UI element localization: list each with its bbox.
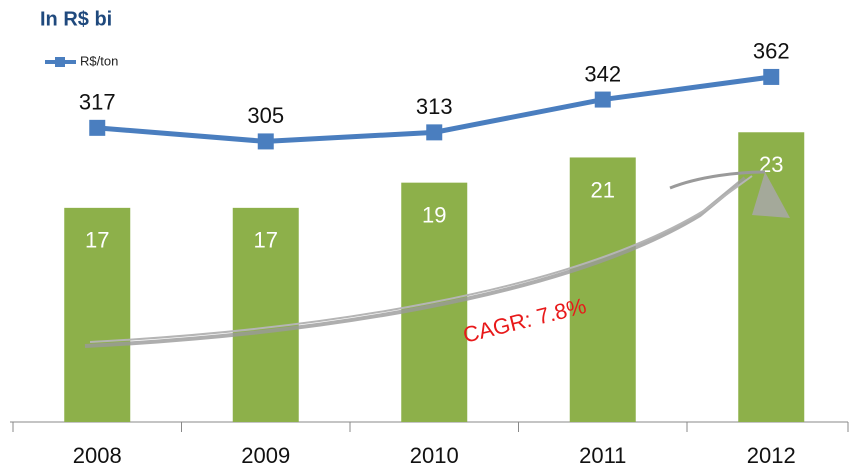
x-tick-label: 2008 <box>73 443 122 468</box>
line-marker <box>257 133 274 150</box>
bar <box>738 132 805 422</box>
bar <box>64 207 131 422</box>
line-label: 305 <box>247 103 284 128</box>
x-tick-label: 2011 <box>579 443 626 468</box>
annotation: CAGR: 7.8% <box>460 293 588 348</box>
arrow-stroke <box>669 170 766 190</box>
arrow-stroke <box>84 176 747 348</box>
line-marker <box>594 91 611 108</box>
line-label: 342 <box>584 61 621 86</box>
legend: R$/ton <box>45 53 118 68</box>
arrow-stroke <box>89 175 753 343</box>
line-marker <box>89 119 106 136</box>
legend-marker <box>55 57 65 67</box>
x-tick-label: 2009 <box>241 443 290 468</box>
legend-label: R$/ton <box>80 53 118 68</box>
bar <box>232 207 299 422</box>
bar-label: 17 <box>254 228 278 253</box>
line-marker <box>763 68 780 85</box>
line-marker <box>426 124 443 141</box>
bar-label: 17 <box>85 228 109 253</box>
arrow-head <box>752 172 790 218</box>
x-tick-label: 2012 <box>747 443 796 468</box>
x-tick-label: 2010 <box>410 443 459 468</box>
line-label: 317 <box>79 90 116 115</box>
bar-label: 19 <box>422 202 446 227</box>
bar <box>569 157 636 422</box>
line-label: 362 <box>753 39 790 64</box>
bar-label: 21 <box>591 177 615 202</box>
line-label: 313 <box>416 94 453 119</box>
chart-title: In R$ bi <box>40 8 112 30</box>
cagr-arrow <box>84 170 790 348</box>
